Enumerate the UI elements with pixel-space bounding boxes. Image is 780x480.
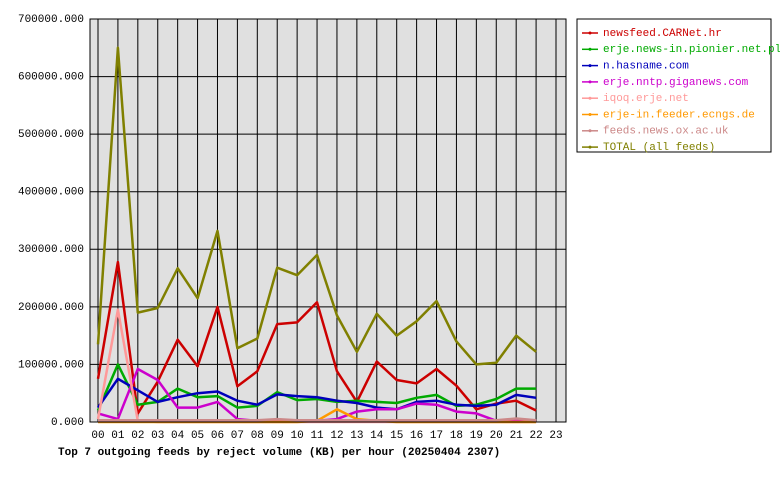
legend-label: erje.news-in.pionier.net.pl — [603, 44, 780, 56]
legend-box — [576, 18, 772, 153]
plot-area — [90, 19, 566, 422]
x-tick-label: 18 — [450, 430, 463, 442]
x-tick-label: 15 — [390, 430, 403, 442]
x-tick-label: 04 — [171, 430, 185, 442]
legend-label: feeds.news.ox.ac.uk — [603, 126, 729, 138]
x-tick-label: 21 — [510, 430, 524, 442]
legend-label: erje-in.feeder.ecngs.de — [603, 109, 755, 121]
y-tick-label: 400000.000 — [18, 187, 84, 199]
legend-label: newsfeed.CARNet.hr — [603, 28, 722, 40]
legend-swatch-dot — [588, 129, 592, 133]
grid — [90, 18, 566, 423]
x-tick-label: 10 — [291, 430, 304, 442]
x-tick-label: 01 — [111, 430, 125, 442]
x-tick-label: 07 — [231, 430, 244, 442]
legend-label: n.hasname.com — [603, 61, 689, 73]
plot-frame — [89, 18, 567, 423]
series-line — [96, 46, 537, 366]
legend-swatch-dot — [588, 113, 592, 116]
y-tick-label: 600000.000 — [18, 71, 84, 83]
y-tick-label: 300000.000 — [18, 244, 84, 256]
y-tick-label: 500000.000 — [18, 129, 84, 141]
legend-swatch-dot — [588, 47, 592, 51]
legend: newsfeed.CARNet.hr erje.news-in.pionier.n… — [582, 28, 780, 154]
y-tick-label: 700000.000 — [18, 14, 84, 26]
x-tick-label: 16 — [410, 430, 423, 442]
x-tick-label: 14 — [370, 430, 384, 442]
x-tick-label: 12 — [330, 430, 343, 442]
x-tick-label: 23 — [549, 430, 562, 442]
y-tick-label: 100000.000 — [18, 359, 84, 371]
legend-swatch-dot — [588, 145, 592, 149]
x-tick-label: 20 — [490, 430, 503, 442]
legend-label: erje.nntp.giganews.com — [603, 77, 749, 89]
legend-swatch-dot — [588, 31, 592, 35]
y-tick-label: 200000.000 — [18, 302, 84, 314]
x-tick-label: 06 — [211, 430, 224, 442]
y-tick-label: 0.000 — [51, 417, 84, 429]
x-tick-label: 03 — [151, 430, 164, 442]
legend-swatch-dot — [588, 64, 592, 68]
x-tick-label: 02 — [131, 430, 144, 442]
chart-title: Top 7 outgoing feeds by reject volume (K… — [58, 447, 500, 459]
x-tick-label: 00 — [91, 430, 104, 442]
x-tick-label: 09 — [271, 430, 284, 442]
x-tick-label: 05 — [191, 430, 204, 442]
x-tick-label: 13 — [350, 430, 363, 442]
x-tick-label: 17 — [430, 430, 443, 442]
legend-swatch-dot — [588, 96, 592, 100]
x-tick-label: 19 — [470, 430, 483, 442]
x-tick-label: 11 — [310, 430, 324, 442]
series-line — [98, 417, 537, 422]
series-line — [96, 260, 537, 415]
legend-swatch-dot — [588, 80, 592, 84]
x-tick-label: 08 — [251, 430, 264, 442]
legend-label: iqoq.erje.net — [603, 93, 689, 105]
x-tick-label: 22 — [529, 430, 542, 442]
legend-label: TOTAL (all feeds) — [603, 142, 715, 154]
